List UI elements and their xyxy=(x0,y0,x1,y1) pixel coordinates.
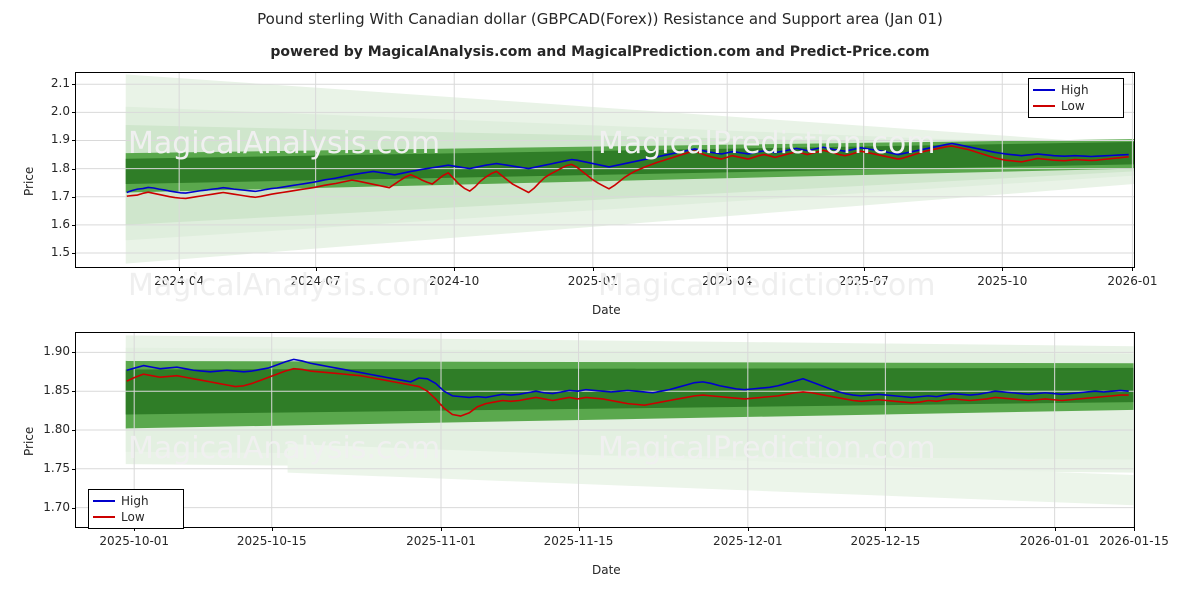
y-tick-label: 2.0 xyxy=(50,104,70,119)
x-tick-label: 2024-04 xyxy=(154,274,205,288)
x-tick-mark xyxy=(179,267,181,271)
y-tick-label: 1.85 xyxy=(43,383,70,398)
y-tick-mark xyxy=(72,224,76,226)
legend-label-low: Low xyxy=(121,510,145,524)
legend-label-high: High xyxy=(1061,83,1089,97)
x-tick-label: 2025-11-15 xyxy=(543,534,614,548)
x-tick-label: 2025-07 xyxy=(838,274,889,288)
y-tick-mark xyxy=(72,391,76,393)
upper-chart-panel xyxy=(75,72,1135,268)
x-tick-mark xyxy=(271,527,273,531)
x-tick-label: 2025-10 xyxy=(977,274,1028,288)
lower-x-axis-label: Date xyxy=(592,563,621,577)
legend-row-high: High xyxy=(1033,82,1117,98)
y-tick-label: 1.90 xyxy=(43,344,70,359)
x-tick-mark xyxy=(885,527,887,531)
legend-row-high: High xyxy=(93,493,177,509)
x-tick-mark xyxy=(863,267,865,271)
legend-label-low: Low xyxy=(1061,99,1085,113)
y-tick-mark xyxy=(72,352,76,354)
legend-label-high: High xyxy=(121,494,149,508)
upper-x-axis-label: Date xyxy=(592,303,621,317)
legend-swatch-high xyxy=(93,500,115,502)
upper-legend: High Low xyxy=(1028,78,1124,118)
x-tick-label: 2025-01 xyxy=(567,274,618,288)
x-tick-label: 2026-01 xyxy=(1107,274,1158,288)
y-tick-mark xyxy=(72,507,76,509)
y-tick-label: 1.70 xyxy=(43,499,70,514)
y-tick-mark xyxy=(72,252,76,254)
y-tick-mark xyxy=(72,112,76,114)
x-tick-mark xyxy=(454,267,456,271)
legend-row-low: Low xyxy=(1033,98,1117,114)
x-tick-label: 2025-12-15 xyxy=(850,534,921,548)
y-tick-mark xyxy=(72,84,76,86)
lower-plot-area xyxy=(76,333,1134,527)
x-tick-label: 2024-07 xyxy=(290,274,341,288)
x-tick-mark xyxy=(134,527,136,531)
y-tick-mark xyxy=(72,196,76,198)
y-tick-mark xyxy=(72,468,76,470)
x-tick-mark xyxy=(315,267,317,271)
legend-swatch-low xyxy=(93,516,115,518)
x-tick-label: 2024-10 xyxy=(429,274,480,288)
upper-plot-area xyxy=(76,73,1134,267)
page-subtitle: powered by MagicalAnalysis.com and Magic… xyxy=(270,44,930,60)
x-tick-mark xyxy=(727,267,729,271)
x-tick-label: 2026-01-01 xyxy=(1019,534,1090,548)
y-tick-label: 2.1 xyxy=(50,76,70,91)
y-tick-label: 1.8 xyxy=(50,160,70,175)
y-tick-label: 1.5 xyxy=(50,244,70,259)
x-tick-mark xyxy=(747,527,749,531)
x-tick-label: 2025-10-15 xyxy=(236,534,307,548)
y-tick-mark xyxy=(72,430,76,431)
legend-swatch-low xyxy=(1033,105,1055,107)
legend-row-low: Low xyxy=(93,509,177,525)
x-tick-label: 2026-01-15 xyxy=(1099,534,1169,548)
x-tick-label: 2025-04 xyxy=(702,274,753,288)
x-tick-label: 2025-12-01 xyxy=(712,534,783,548)
x-tick-label: 2025-11-01 xyxy=(406,534,476,548)
y-tick-label: 1.9 xyxy=(50,132,70,147)
x-tick-label: 2025-10-01 xyxy=(99,534,170,548)
x-tick-mark xyxy=(592,267,594,271)
y-tick-mark xyxy=(72,168,76,170)
y-tick-mark xyxy=(72,140,76,142)
lower-chart-panel xyxy=(75,332,1135,528)
x-tick-mark xyxy=(441,527,442,531)
y-tick-label: 1.75 xyxy=(43,460,70,475)
x-tick-mark xyxy=(1134,527,1135,531)
lower-legend: High Low xyxy=(88,489,184,529)
y-tick-label: 1.6 xyxy=(50,216,70,231)
page-title: Pound sterling With Canadian dollar (GBP… xyxy=(257,10,943,28)
x-tick-mark xyxy=(1002,267,1004,271)
x-tick-mark xyxy=(578,527,580,531)
y-tick-label: 1.80 xyxy=(43,422,70,436)
legend-swatch-high xyxy=(1033,89,1055,91)
x-tick-mark xyxy=(1132,267,1134,271)
x-tick-mark xyxy=(1054,527,1056,531)
y-tick-label: 1.7 xyxy=(50,188,70,203)
